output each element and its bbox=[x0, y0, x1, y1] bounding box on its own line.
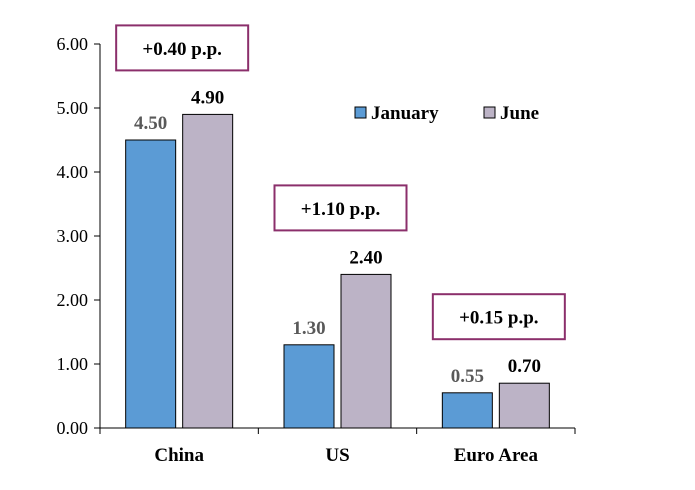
annotation-box bbox=[431, 293, 566, 341]
annotation-box bbox=[115, 24, 250, 72]
legend-label: June bbox=[500, 103, 539, 124]
x-category-label: US bbox=[325, 445, 349, 466]
annotation-label: +1.10 p.p. bbox=[301, 199, 380, 220]
legend-label: January bbox=[371, 103, 439, 124]
legend-swatch bbox=[354, 106, 367, 119]
legend-swatch bbox=[483, 106, 496, 119]
y-tick-label: 0.00 bbox=[57, 418, 89, 438]
annotation-label: +0.15 p.p. bbox=[459, 308, 538, 329]
y-tick-label: 5.00 bbox=[57, 98, 89, 118]
annotation-box bbox=[273, 184, 408, 232]
data-label: 4.50 bbox=[134, 113, 167, 134]
annotation-label: +0.40 p.p. bbox=[142, 39, 221, 60]
data-label: 1.30 bbox=[292, 318, 325, 339]
data-label: 2.40 bbox=[349, 247, 382, 268]
data-label: 0.55 bbox=[451, 366, 484, 387]
bar-june-euro-area bbox=[498, 382, 550, 429]
y-tick-label: 6.00 bbox=[57, 34, 89, 54]
bar-june-us bbox=[340, 273, 392, 429]
axes: 0.00 1.00 2.00 3.00 4.00 5.00 6.00 China US Euro … bbox=[57, 34, 576, 466]
data-labels: 4.50 4.90 1.30 2.40 0.55 0.70 bbox=[134, 87, 541, 386]
bar-january-euro-area bbox=[441, 392, 493, 429]
y-tick-label: 1.00 bbox=[57, 354, 89, 374]
y-tick-label: 3.00 bbox=[57, 226, 89, 246]
bar-january-us bbox=[283, 344, 335, 429]
y-tick-label: 2.00 bbox=[57, 290, 89, 310]
data-label: 4.90 bbox=[191, 87, 224, 108]
bar-june-china bbox=[182, 113, 234, 429]
data-label: 0.70 bbox=[508, 356, 541, 377]
x-category-label: China bbox=[154, 445, 204, 466]
x-category-label: Euro Area bbox=[454, 445, 539, 466]
annotations: +0.40 p.p. +1.10 p.p. +0.15 p.p. bbox=[115, 24, 566, 341]
bar-january-china bbox=[125, 139, 177, 429]
legend: January June bbox=[354, 103, 539, 124]
bars bbox=[125, 113, 550, 429]
y-tick-label: 4.00 bbox=[57, 162, 89, 182]
